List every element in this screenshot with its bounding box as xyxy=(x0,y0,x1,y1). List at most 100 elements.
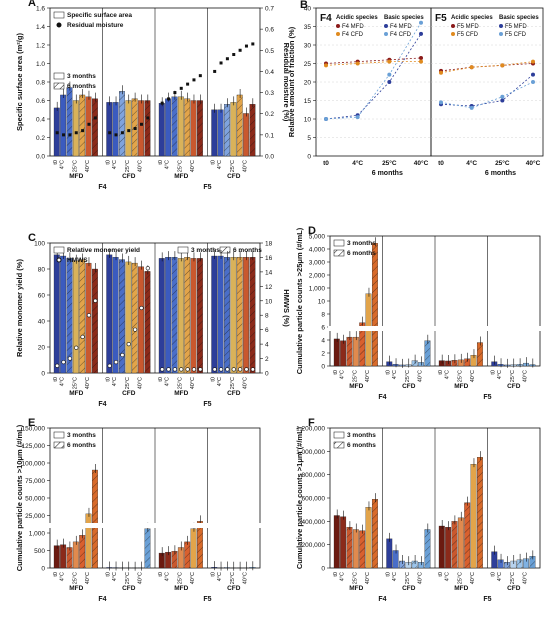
x-tick-label: t0 xyxy=(491,572,497,577)
bar xyxy=(72,100,79,157)
x-tick-label: 40°C xyxy=(414,159,429,167)
group-label: MFD xyxy=(174,390,188,397)
moisture-point xyxy=(192,78,196,82)
y-tick-label: 6 xyxy=(265,327,269,334)
x-tick-label: 4°C xyxy=(445,370,451,379)
x-axis-label: 6 months xyxy=(485,170,516,177)
y-tick-label: 1.6 xyxy=(36,6,45,13)
bar-hatch xyxy=(66,547,73,568)
bar xyxy=(243,113,249,157)
group-label: MFD xyxy=(69,585,83,592)
formulation-label: F5 xyxy=(203,596,211,603)
bar-hatch xyxy=(464,502,470,568)
moisture-point xyxy=(74,131,78,135)
legend-marker xyxy=(384,32,388,36)
moisture-point xyxy=(186,82,190,86)
legend-label: Specific surface area xyxy=(67,12,132,19)
bar-hatch xyxy=(464,358,470,366)
moisture-point xyxy=(127,129,131,133)
x-tick-label: t0 xyxy=(333,572,339,577)
bar-hatch xyxy=(477,457,483,568)
x-tick-label: 25°C xyxy=(230,572,236,584)
legend-label: Relative monomer yield xyxy=(67,247,140,254)
y-tick-label: 4,000 xyxy=(309,247,326,254)
y-tick-label: 1.4 xyxy=(36,24,45,31)
bar-hatch xyxy=(424,529,431,568)
hmws-point xyxy=(61,360,66,365)
moisture-point xyxy=(93,116,97,120)
bar-hatch xyxy=(516,559,523,568)
bar xyxy=(386,538,393,569)
bar-hatch xyxy=(249,257,256,373)
series-line xyxy=(440,63,534,72)
series-line xyxy=(440,61,534,74)
bar-hatch xyxy=(184,257,190,373)
formulation-label: F4 xyxy=(378,394,386,401)
y-tick-label: 15 xyxy=(304,98,312,105)
x-tick-label: 4°C xyxy=(445,572,451,581)
y-tick-label: 10 xyxy=(304,117,312,124)
bar-hatch xyxy=(411,360,418,366)
bar xyxy=(340,516,347,569)
group-label: MFD xyxy=(69,173,83,180)
x-tick-label: t0 xyxy=(158,160,164,165)
series-point xyxy=(439,70,443,75)
legend-label: 3 months xyxy=(347,240,376,247)
moisture-point xyxy=(133,127,137,131)
x-tick-label: 25°C xyxy=(230,377,236,389)
moisture-point xyxy=(219,61,223,65)
formulation-label: F4 xyxy=(378,596,386,603)
x-tick-label: t0 xyxy=(386,572,392,577)
legend-swatch xyxy=(53,431,65,439)
legend-swatch xyxy=(53,11,65,19)
legend-label: 3 months xyxy=(67,73,96,80)
bar-hatch xyxy=(66,87,73,156)
formulation-label: F5 xyxy=(483,596,491,603)
bar xyxy=(470,464,477,569)
group-label: CFD xyxy=(122,585,136,592)
formulation-label: F4 xyxy=(98,401,106,408)
bar-hatch xyxy=(236,94,243,156)
x-tick-label: 40°C xyxy=(190,572,196,584)
bar-hatch xyxy=(224,104,230,156)
bar xyxy=(418,562,424,569)
bar xyxy=(85,513,92,569)
x-tick-label: 4°C xyxy=(392,370,398,379)
legend-title: Acidic species xyxy=(451,15,493,21)
legend-label: HMWS xyxy=(67,257,88,264)
moisture-point xyxy=(114,133,118,137)
x-tick-label: 40°C xyxy=(365,572,371,584)
x-tick-label: 25°C xyxy=(405,572,411,584)
x-tick-label: 4°C xyxy=(352,159,363,167)
series-line xyxy=(440,81,534,109)
group-label: MFD xyxy=(69,390,83,397)
hmws-point xyxy=(113,360,119,365)
bar-hatch xyxy=(119,91,125,156)
y-tick-label: 20 xyxy=(38,345,46,352)
series-point xyxy=(419,20,423,25)
hmws-point xyxy=(93,298,98,303)
group-label: MFD xyxy=(174,585,188,592)
hmws-point xyxy=(231,367,236,372)
hmws-point xyxy=(198,367,203,372)
x-tick-label: 4°C xyxy=(217,160,223,169)
bar xyxy=(177,547,184,569)
x-tick-label: 40°C xyxy=(470,572,476,584)
y-tick-label: 3,000 xyxy=(309,260,326,267)
x-tick-label: 25°C xyxy=(352,370,358,382)
bar-hatch xyxy=(224,567,230,568)
legend-swatch xyxy=(177,246,189,254)
x-tick-label: 25°C xyxy=(352,572,358,584)
moisture-point xyxy=(238,48,242,52)
hmws-point xyxy=(166,367,171,372)
legend-label: 6 months xyxy=(67,83,96,90)
series-point xyxy=(419,55,423,60)
moisture-point xyxy=(81,129,85,133)
x-tick-label: 25°C xyxy=(382,159,397,167)
y-tick-label: 0.4 xyxy=(265,69,274,76)
x-tick-label: 40°C xyxy=(85,377,91,389)
y-tick-label: 5 xyxy=(307,135,311,142)
bar-hatch xyxy=(399,364,405,366)
y2-axis-label: Residual moisture (%) xyxy=(282,43,291,122)
bar-hatch xyxy=(516,364,523,366)
